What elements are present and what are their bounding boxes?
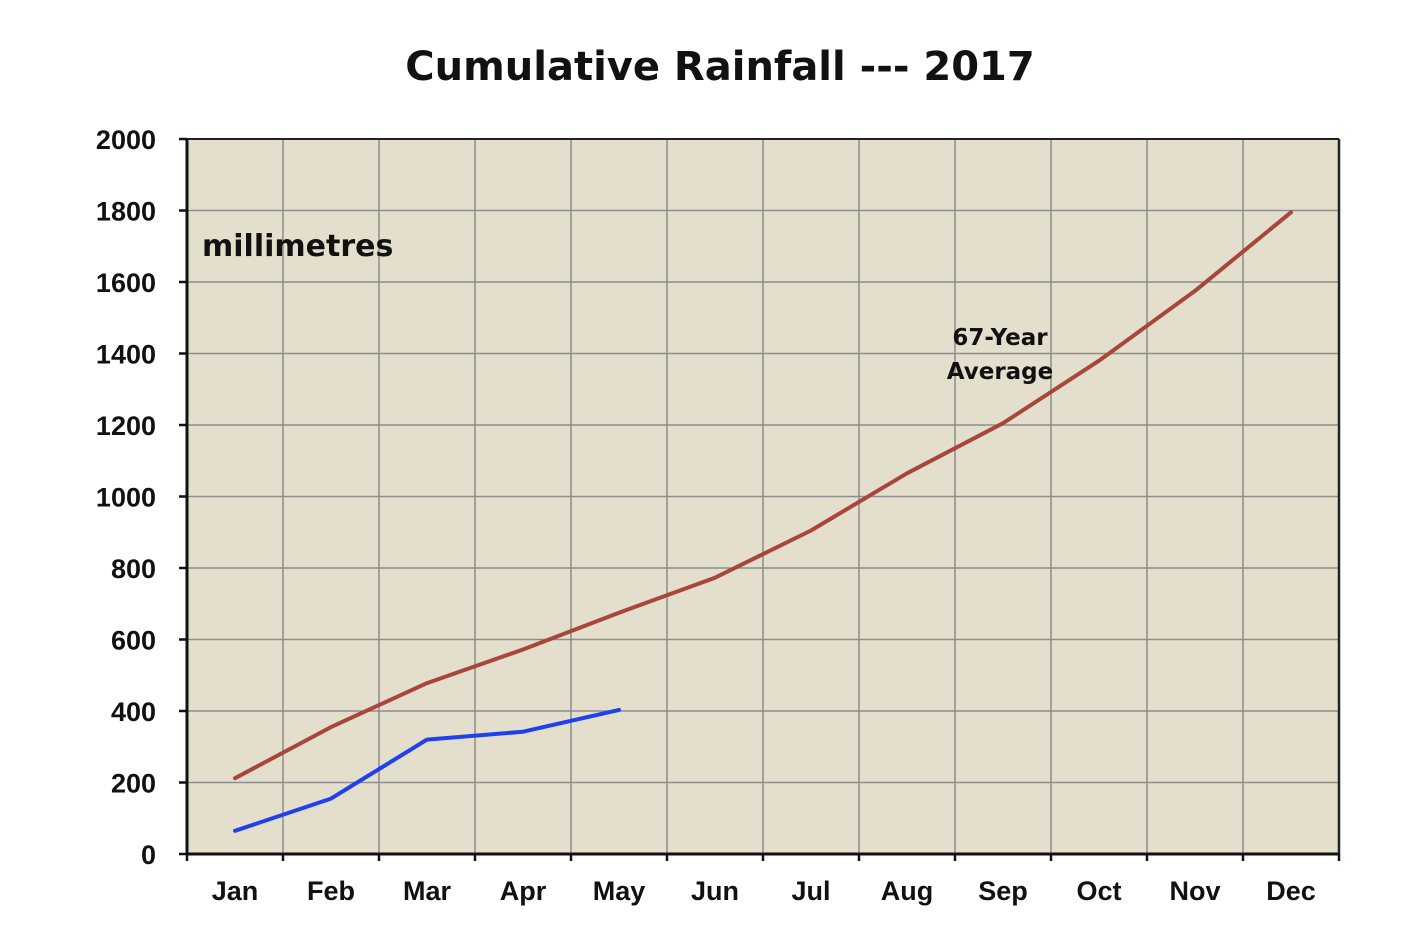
y-tick-label: 2000	[96, 125, 156, 155]
x-tick-label: Dec	[1266, 876, 1316, 906]
x-tick-label: May	[593, 876, 646, 906]
x-tick-label: Jul	[791, 876, 830, 906]
y-tick-label: 600	[111, 626, 156, 656]
y-tick-label: 200	[111, 769, 156, 799]
axes	[179, 137, 1341, 861]
x-tick-label: Mar	[403, 876, 452, 906]
average-annotation-line2: Average	[947, 359, 1054, 385]
unit-label: millimetres	[202, 229, 393, 264]
x-tick-label: Nov	[1169, 876, 1220, 906]
y-tick-label: 400	[111, 697, 156, 727]
series-line-2017	[233, 707, 621, 833]
x-axis-ticks: Jan Feb Mar Apr May Jun Jul Aug Sep Oct Nov Dec	[212, 876, 1316, 906]
x-tick-label: Sep	[978, 876, 1028, 906]
x-tick-label: Feb	[307, 876, 355, 906]
y-tick-label: 0	[141, 840, 156, 870]
y-tick-label: 1400	[96, 340, 156, 370]
chart-title: Cumulative Rainfall --- 2017	[405, 44, 1035, 90]
series-lines	[233, 210, 1293, 833]
x-tick-label: Jun	[691, 876, 739, 906]
y-axis-ticks: 0 200 400 600 800 1000 1200 1400 1600 1800 2000	[96, 125, 156, 870]
y-tick-label: 1800	[96, 197, 156, 227]
y-tick-label: 1600	[96, 268, 156, 298]
x-tick-label: Oct	[1076, 876, 1121, 906]
y-tick-label: 1200	[96, 411, 156, 441]
average-annotation-line1: 67-Year	[952, 325, 1048, 351]
series-line-average	[233, 210, 1293, 781]
x-tick-label: Jan	[212, 876, 259, 906]
grid-lines	[187, 138, 1339, 854]
x-tick-label: Apr	[500, 876, 547, 906]
y-tick-label: 800	[111, 554, 156, 584]
y-tick-label: 1000	[96, 483, 156, 513]
x-tick-label: Aug	[881, 876, 933, 906]
